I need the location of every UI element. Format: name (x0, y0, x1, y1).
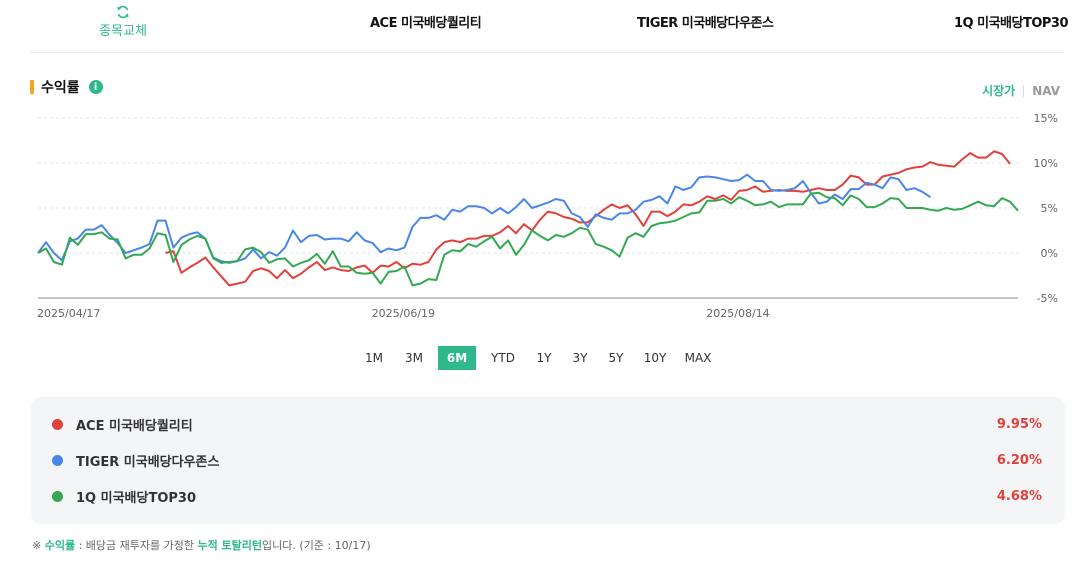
chart-series (37, 150, 1019, 287)
y-tick-label: 0% (1041, 247, 1058, 260)
info-icon[interactable]: i (88, 80, 103, 94)
legend-color-dot (52, 454, 63, 466)
legend-color-dot (52, 490, 63, 502)
footnote-mid: : 배당금 재투자를 가정한 (75, 539, 198, 552)
footnote-highlight: 누적 토탈리턴 (197, 539, 263, 552)
title-accent-bar (30, 80, 34, 94)
swap-funds-button[interactable]: 종목교체 (88, 5, 158, 39)
footnote-mark: ※ (32, 539, 42, 552)
returns-line-chart[interactable]: 15% 10% 5% 0% -5% 2025/04/17 2025/06/19 2025/08… (0, 100, 1074, 330)
x-tick-label: 2025/06/19 (372, 307, 435, 320)
legend-row: TIGER 미국배당다우존스 6.20% (52, 450, 1042, 470)
returns-footnote: ※ 수익률 : 배당금 재투자를 가정한 누적 토탈리턴입니다. (기준 : 1… (32, 537, 371, 553)
x-tick-label: 2025/04/17 (37, 307, 100, 320)
x-tick-label: 2025/08/14 (706, 307, 769, 320)
legend-fund-name: 1Q 미국배당TOP30 (76, 490, 197, 506)
footnote-suffix: 입니다. (기준 : 10/17) (262, 539, 371, 552)
period-tab-6m[interactable]: 6M (438, 346, 476, 370)
legend-return-value: 4.68% (996, 488, 1042, 504)
chart-axes: 15% 10% 5% 0% -5% 2025/04/17 2025/06/19 2025/08… (37, 112, 1058, 320)
y-tick-label: -5% (1037, 292, 1058, 305)
y-tick-label: 10% (1034, 157, 1058, 170)
period-tabs: 1M 3M 6M YTD 1Y 3Y 5Y 10Y MAX (0, 346, 1074, 370)
legend-return-value: 9.95% (996, 416, 1042, 432)
footnote-term: 수익률 (44, 539, 76, 552)
period-tab-1y[interactable]: 1Y (536, 351, 552, 365)
market-price-toggle[interactable]: 시장가 (982, 84, 1016, 98)
chart-grid (38, 117, 1018, 299)
period-tab-ytd[interactable]: YTD (491, 351, 515, 365)
returns-section-title: 수익률 i (30, 78, 103, 96)
legend-return-value: 6.20% (996, 452, 1042, 468)
returns-legend: ACE 미국배당퀄리티 9.95% TIGER 미국배당다우존스 6.20% 1Q 미국… (31, 397, 1065, 524)
legend-color-dot (52, 418, 63, 430)
fund-name-1[interactable]: ACE 미국배당퀄리티 (370, 16, 482, 31)
nav-toggle[interactable]: NAV (1032, 83, 1060, 98)
period-tab-3m[interactable]: 3M (405, 351, 423, 365)
period-tab-max[interactable]: MAX (684, 351, 712, 365)
returns-title: 수익률 (41, 80, 80, 96)
series-line-3 (37, 191, 1019, 287)
period-tab-3y[interactable]: 3Y (572, 351, 588, 365)
y-tick-label: 5% (1041, 202, 1058, 215)
series-line-2 (37, 173, 931, 264)
y-tick-label: 15% (1034, 112, 1058, 125)
price-type-toggle: 시장가 NAV (982, 82, 1060, 99)
period-tab-1m[interactable]: 1M (365, 351, 383, 365)
refresh-icon (117, 5, 129, 19)
legend-row: 1Q 미국배당TOP30 4.68% (52, 486, 1042, 506)
legend-row: ACE 미국배당퀄리티 9.95% (52, 414, 1042, 434)
fund-name-3[interactable]: 1Q 미국배당TOP30 (954, 16, 1069, 31)
fund-name-2[interactable]: TIGER 미국배당다우존스 (637, 16, 774, 31)
swap-funds-label: 종목교체 (99, 24, 147, 39)
period-tab-5y[interactable]: 5Y (608, 351, 624, 365)
legend-fund-name: ACE 미국배당퀄리티 (76, 418, 193, 434)
period-tab-10y[interactable]: 10Y (643, 351, 667, 365)
toggle-divider (1023, 84, 1025, 97)
legend-fund-name: TIGER 미국배당다우존스 (76, 454, 220, 470)
series-line-1 (165, 150, 1011, 287)
fund-compare-header: 종목교체 ACE 미국배당퀄리티 TIGER 미국배당다우존스 1Q 미국배당T… (30, 0, 1069, 53)
